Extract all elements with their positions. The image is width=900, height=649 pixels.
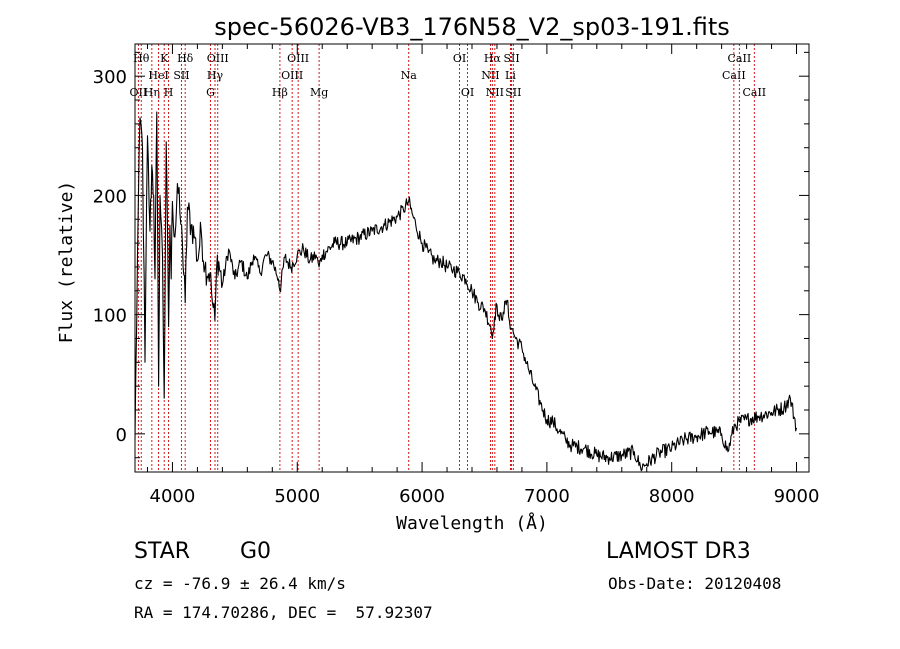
survey-name: LAMOST DR3	[606, 539, 751, 564]
line-marker-label: Mg	[310, 86, 328, 99]
line-marker-label: Hγ	[207, 69, 224, 82]
x-tick-label: 8000	[649, 486, 695, 507]
line-marker-label: CaII	[722, 69, 746, 82]
line-marker-label: HeI	[148, 69, 168, 82]
object-subclass: G0	[240, 539, 272, 564]
spectrum-line	[134, 111, 798, 472]
line-marker-label: NII	[481, 69, 499, 82]
y-tick-label: 300	[93, 67, 127, 88]
y-tick-label: 0	[116, 425, 127, 446]
line-marker-label: OIII	[207, 52, 229, 65]
observation-date: Obs-Date: 20120408	[608, 574, 782, 593]
line-marker-label: NII	[486, 86, 504, 99]
plot-frame	[134, 43, 810, 473]
line-marker-label: SII	[173, 69, 189, 82]
x-tick-label: 5000	[274, 486, 320, 507]
line-marker-label: OI	[453, 52, 466, 65]
y-tick-label: 100	[93, 306, 127, 327]
axis-ticks: 4000 5000 6000 7000 8000 9000 0 100 200 300	[93, 44, 820, 507]
line-marker-label: Hθ	[133, 52, 150, 65]
x-tick-label: 6000	[399, 486, 445, 507]
line-marker-label: K	[160, 52, 169, 65]
x-axis-label: Wavelength (Å)	[396, 512, 548, 534]
line-marker-label: G	[206, 86, 215, 99]
line-marker-label: CaII	[728, 52, 752, 65]
x-tick-label: 4000	[150, 486, 196, 507]
y-tick-label: 200	[93, 186, 127, 207]
line-marker-label: OI	[461, 86, 474, 99]
line-marker-label: Li	[505, 69, 516, 82]
line-marker-label: CaII	[742, 86, 766, 99]
line-marker-label: OII	[130, 86, 148, 99]
object-class: STAR	[134, 539, 191, 564]
line-marker-label: Hα	[484, 52, 502, 65]
sky-coordinates: RA = 174.70286, DEC = 57.92307	[134, 603, 433, 622]
x-tick-label: 7000	[524, 486, 570, 507]
line-marker-label: Hη	[144, 86, 160, 99]
line-marker-label: Hβ	[272, 86, 288, 99]
y-axis-label: Flux (relative)	[56, 181, 77, 344]
redshift-cz: cz = -76.9 ± 26.4 km/s	[134, 574, 346, 593]
line-marker-label: H	[164, 86, 174, 99]
line-marker-label: SII	[505, 86, 521, 99]
line-marker-label: SII	[503, 52, 519, 65]
line-marker-label: OIII	[287, 52, 309, 65]
line-marker-label: Na	[401, 69, 418, 82]
x-tick-label: 9000	[774, 486, 820, 507]
line-marker-label: OIII	[281, 69, 303, 82]
line-marker-label: Hδ	[177, 52, 194, 65]
line-marker-layer: OII Hθ Hη HeI K H SII Hδ Hγ OIII G Hβ OIII OIII Mg Na OI…	[130, 44, 766, 472]
chart-title: spec-56026-VB3_176N58_V2_sp03-191.fits	[214, 13, 730, 41]
